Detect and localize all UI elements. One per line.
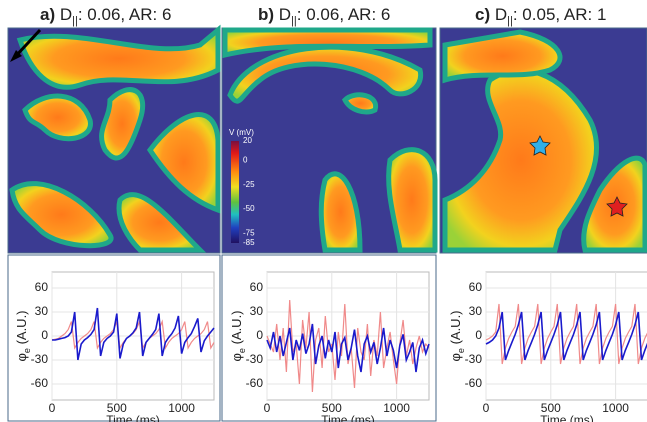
- y-tick-label: 30: [469, 304, 483, 318]
- x-tick-label: 1000: [168, 401, 195, 415]
- y-tick-label: -60: [465, 376, 483, 390]
- y-axis-subscript: e: [456, 348, 466, 353]
- y-axis-unit: (A.U.): [14, 310, 29, 348]
- colorbar-tick-label: 20: [243, 136, 252, 145]
- x-axis-label: Time (ms): [540, 413, 594, 422]
- panel-title: c) D||: 0.05, AR: 1: [475, 5, 606, 27]
- x-tick-label: 500: [322, 401, 342, 415]
- y-tick-label: -30: [31, 352, 49, 366]
- x-tick-label: 0: [49, 401, 56, 415]
- y-tick-label: 30: [35, 304, 49, 318]
- series-line: [485, 311, 647, 361]
- x-tick-label: 500: [541, 401, 561, 415]
- x-tick-label: 0: [483, 401, 490, 415]
- series-line: [266, 323, 430, 373]
- y-axis-unit: (A.U.): [229, 310, 244, 348]
- colorbar-tick-label: -85: [243, 238, 255, 247]
- x-tick-label: 500: [107, 401, 127, 415]
- y-axis-symbol: φ: [229, 353, 244, 361]
- y-axis-label: φe (A.U.): [14, 310, 32, 361]
- chart-frame: [221, 254, 437, 422]
- y-tick-label: 60: [250, 280, 264, 294]
- panel-titles: a) D||: 0.06, AR: 6 b) D||: 0.06, AR: 6 …: [40, 5, 606, 27]
- y-tick-label: -30: [246, 352, 264, 366]
- colorbar-tick-label: 0: [243, 156, 248, 165]
- x-tick-label: 0: [264, 401, 271, 415]
- y-axis-symbol: φ: [448, 353, 463, 361]
- x-axis-label: Time (ms): [321, 413, 375, 422]
- y-tick-label: -60: [31, 376, 49, 390]
- y-tick-label: 60: [35, 280, 49, 294]
- colorbar-label: V (mV): [229, 128, 254, 137]
- x-axis-label: Time (ms): [106, 413, 160, 422]
- colorbar-tick-label: -75: [243, 228, 255, 237]
- panel-title: b) D||: 0.06, AR: 6: [258, 5, 390, 27]
- panel-title: a) D||: 0.06, AR: 6: [40, 5, 171, 27]
- x-tick-label: 1000: [602, 401, 629, 415]
- y-tick-label: -30: [465, 352, 483, 366]
- colorbar-tick-label: -50: [243, 204, 255, 213]
- y-axis-label: φe (A.U.): [229, 310, 247, 361]
- series-line: [52, 307, 215, 361]
- colorbar-tick-label: -25: [243, 180, 255, 189]
- y-axis-subscript: e: [22, 348, 32, 353]
- y-axis-subscript: e: [237, 348, 247, 353]
- y-axis-label: φe (A.U.): [448, 310, 466, 361]
- y-tick-label: 0: [475, 328, 482, 342]
- y-tick-label: 60: [469, 280, 483, 294]
- y-tick-label: 30: [250, 304, 264, 318]
- y-tick-label: -60: [246, 376, 264, 390]
- chart-frame: [7, 254, 221, 422]
- simulation-images: [7, 24, 647, 254]
- y-axis-symbol: φ: [14, 353, 29, 361]
- y-tick-label: 0: [41, 328, 48, 342]
- y-tick-label: 0: [256, 328, 263, 342]
- x-tick-label: 1000: [383, 401, 410, 415]
- colorbar-ticks: 20 0 -25 -50 -75-85: [243, 136, 255, 247]
- y-axis-unit: (A.U.): [448, 310, 463, 348]
